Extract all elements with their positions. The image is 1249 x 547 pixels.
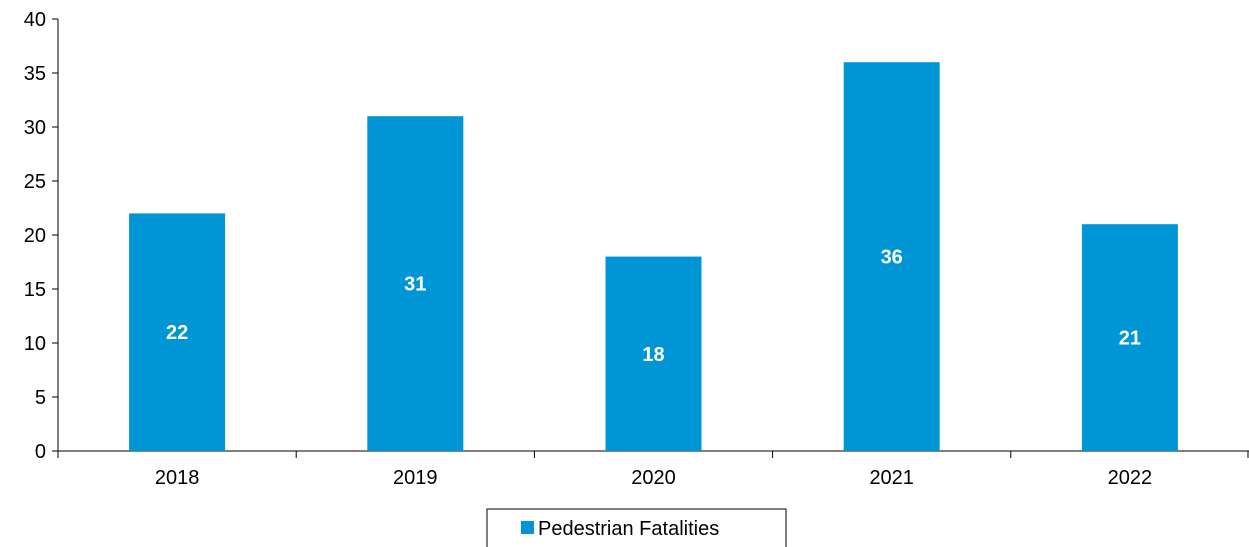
x-tick-label: 2019 [393, 467, 438, 489]
x-tick-label: 2018 [155, 467, 200, 489]
x-tick-label: 2020 [631, 467, 676, 489]
y-tick-label: 40 [24, 9, 46, 31]
y-tick-label: 25 [24, 171, 46, 193]
legend-swatch [521, 521, 534, 534]
data-label: 36 [881, 247, 903, 269]
data-label: 31 [404, 274, 426, 296]
data-label: 22 [166, 322, 188, 344]
bar [129, 213, 226, 451]
y-tick-label: 35 [24, 63, 46, 85]
data-label: 21 [1119, 328, 1141, 350]
data-labels: 22 31 18 36 21 [166, 247, 1141, 366]
x-tick-label: 2021 [869, 467, 914, 489]
y-tick-label: 20 [24, 225, 46, 247]
legend-label: Pedestrian Fatalities [538, 518, 719, 540]
bar [843, 62, 940, 451]
legend: Pedestrian Fatalities [486, 508, 787, 547]
bars [129, 62, 1178, 451]
x-tick-label: 2022 [1108, 467, 1153, 489]
legend-box [486, 508, 787, 547]
y-axis: 0 5 10 15 20 25 30 35 40 [24, 9, 59, 463]
y-tick-label: 0 [35, 441, 46, 463]
bar [605, 256, 702, 451]
y-tick-label: 30 [24, 117, 46, 139]
y-tick-label: 15 [24, 279, 46, 301]
bar [367, 116, 464, 451]
data-label: 18 [642, 344, 664, 366]
x-axis: 2018 2019 2020 2021 2022 [57, 450, 1249, 489]
bar [1081, 224, 1178, 451]
y-tick-label: 5 [35, 387, 46, 409]
y-tick-label: 10 [24, 333, 46, 355]
